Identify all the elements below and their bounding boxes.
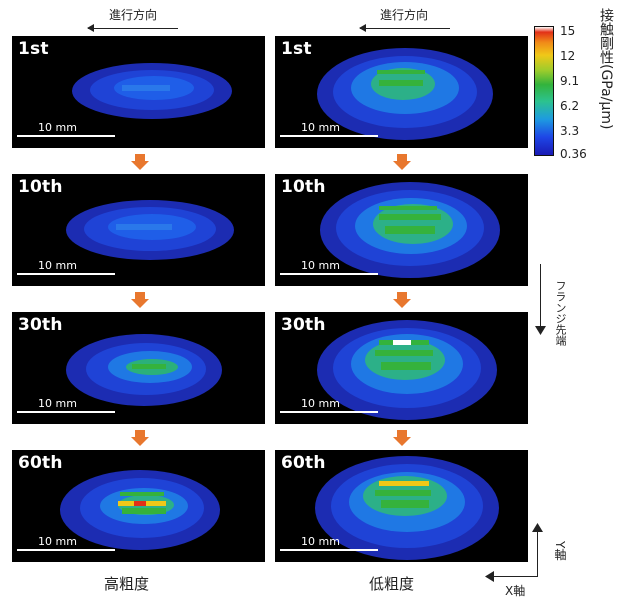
x-axis-arrow-line	[492, 576, 538, 577]
contact-stiffness-map	[317, 48, 493, 140]
scale-label: 10 mm	[301, 397, 340, 410]
y-axis-arrow-line	[537, 530, 538, 576]
scale-bar	[280, 549, 378, 551]
flange-tip-label: フランジ先端	[554, 280, 567, 346]
cycle-label: 60th	[18, 453, 63, 473]
heatmap-panel-left-30th: 30th 10 mm	[12, 312, 265, 424]
colorbar-tick: 9.1	[560, 74, 580, 88]
heatmap-panel-right-1st: 1st 10 mm	[275, 36, 528, 148]
down-arrow-right-2	[393, 292, 411, 308]
scale-label: 10 mm	[38, 259, 77, 272]
contact-stiffness-map	[320, 182, 500, 278]
scale-bar	[280, 135, 378, 137]
scale-label: 10 mm	[301, 259, 340, 272]
direction-label-left: 進行方向	[109, 8, 158, 22]
contact-stiffness-map	[315, 456, 499, 560]
colorbar-tick: 0.36	[560, 147, 587, 161]
heatmap-panel-right-60th: 60th 10 mm	[275, 450, 528, 562]
colorbar-tick: 6.2	[560, 99, 580, 113]
scale-label: 10 mm	[38, 121, 77, 134]
scale-label: 10 mm	[38, 535, 77, 548]
flange-arrow-line	[540, 264, 541, 328]
cycle-label: 10th	[281, 177, 326, 197]
down-arrow-left-1	[131, 154, 149, 170]
down-arrow-right-1	[393, 154, 411, 170]
cycle-label: 60th	[281, 453, 326, 473]
colorbar	[534, 26, 554, 156]
heatmap-panel-right-10th: 10th 10 mm	[275, 174, 528, 286]
down-arrow-right-3	[393, 430, 411, 446]
caption-high-roughness: 高粗度	[104, 575, 150, 593]
contact-stiffness-map	[66, 334, 222, 406]
flange-arrow-head	[535, 326, 546, 335]
direction-arrow-left	[87, 24, 178, 32]
colorbar-tick: 12	[560, 49, 576, 63]
cycle-label: 1st	[18, 39, 49, 59]
y-axis-arrow-head	[532, 523, 543, 532]
colorbar-title: 接触剛性(GPa/μm)	[598, 8, 614, 130]
y-axis-label: Y軸	[553, 541, 567, 561]
cycle-label: 10th	[18, 177, 63, 197]
scale-bar	[17, 135, 115, 137]
colorbar-tick: 15	[560, 24, 576, 38]
heatmap-panel-right-30th: 30th 10 mm	[275, 312, 528, 424]
scale-label: 10 mm	[301, 535, 340, 548]
scale-bar	[17, 411, 115, 413]
scale-bar	[17, 549, 115, 551]
direction-label-right: 進行方向	[380, 8, 429, 22]
scale-bar	[17, 273, 115, 275]
scale-label: 10 mm	[38, 397, 77, 410]
contact-stiffness-map	[72, 63, 232, 119]
heatmap-panel-left-1st: 1st 10 mm	[12, 36, 265, 148]
down-arrow-left-2	[131, 292, 149, 308]
caption-low-roughness: 低粗度	[369, 575, 415, 593]
cycle-label: 1st	[281, 39, 312, 59]
x-axis-label: X軸	[505, 584, 526, 598]
contact-stiffness-map	[66, 200, 234, 260]
cycle-label: 30th	[18, 315, 63, 335]
colorbar-tick: 3.3	[560, 124, 580, 138]
scale-bar	[280, 273, 378, 275]
scale-label: 10 mm	[301, 121, 340, 134]
contact-stiffness-map	[60, 470, 220, 550]
down-arrow-left-3	[131, 430, 149, 446]
contact-stiffness-map	[317, 320, 497, 420]
cycle-label: 30th	[281, 315, 326, 335]
direction-arrow-right	[359, 24, 450, 32]
heatmap-panel-left-60th: 60th 10 mm	[12, 450, 265, 562]
x-axis-arrow-head	[485, 571, 494, 582]
heatmap-panel-left-10th: 10th 10 mm	[12, 174, 265, 286]
scale-bar	[280, 411, 378, 413]
